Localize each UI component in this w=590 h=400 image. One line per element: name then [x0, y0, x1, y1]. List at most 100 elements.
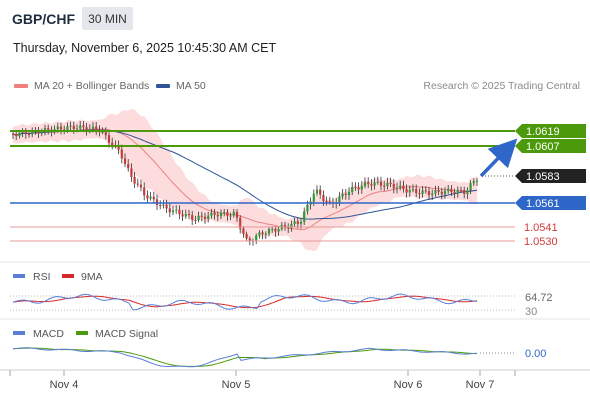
- candle-body: [40, 131, 43, 134]
- s2-label: 1.0530: [524, 236, 558, 248]
- bollinger-band: [13, 109, 477, 252]
- rsi-value-label: 64.72: [525, 292, 553, 304]
- candle-body: [111, 142, 114, 146]
- candle-body: [367, 182, 370, 185]
- candle-body: [306, 204, 309, 212]
- candle-body: [354, 186, 357, 188]
- candle-body: [447, 188, 450, 192]
- pivot-label: 1.0561: [526, 198, 560, 210]
- candle-body: [456, 189, 459, 194]
- candle-body: [373, 182, 376, 186]
- candle-body: [383, 185, 386, 187]
- candle-body: [88, 128, 91, 131]
- candle-body: [360, 186, 363, 190]
- candle-body: [386, 182, 389, 187]
- macd-signal-swatch-icon: [76, 331, 88, 335]
- candle-body: [117, 145, 120, 150]
- last-price-label-box: [515, 169, 586, 183]
- candle-body: [322, 194, 325, 201]
- legend-ma50-label: MA 50: [176, 80, 206, 92]
- candle-body: [130, 168, 133, 178]
- candle-body: [69, 125, 72, 127]
- candle-body: [424, 190, 427, 192]
- candle-body: [341, 193, 344, 197]
- candle-body: [123, 158, 127, 164]
- x-axis-label: Nov 7: [466, 379, 495, 391]
- candle-body: [389, 182, 392, 185]
- timeframe-button[interactable]: 30 MIN: [82, 7, 133, 30]
- candle-body: [472, 181, 475, 184]
- candle-body: [325, 200, 328, 202]
- candle-body: [104, 132, 107, 136]
- candle-body: [344, 193, 347, 196]
- candle-body: [370, 184, 373, 186]
- candle-body: [399, 185, 402, 188]
- rsi-line: [12, 293, 478, 311]
- candle-body: [18, 132, 21, 137]
- candle-body: [463, 190, 466, 194]
- candle-body: [178, 209, 181, 215]
- candle-body: [395, 187, 399, 189]
- rsi-ma-swatch-icon: [62, 274, 74, 278]
- candle-body: [207, 215, 210, 219]
- legend-ma20-label: MA 20 + Bollinger Bands: [34, 80, 150, 92]
- candle-body: [72, 125, 75, 130]
- candle-body: [203, 216, 207, 219]
- x-axis-label: Nov 6: [394, 379, 423, 391]
- candle-body: [223, 212, 226, 214]
- candle-body: [434, 190, 437, 194]
- candle-body: [226, 212, 229, 216]
- candle-body: [319, 189, 322, 195]
- candle-body: [210, 212, 213, 216]
- macd-signal-legend-label: MACD Signal: [95, 328, 158, 340]
- candle-body: [75, 128, 79, 130]
- candle-body: [242, 228, 245, 234]
- candle-body: [79, 125, 82, 129]
- candle-body: [453, 192, 456, 194]
- candle-body: [191, 215, 194, 221]
- candle-body: [85, 127, 88, 131]
- macd-legend-label: MACD: [33, 328, 64, 340]
- candle-body: [165, 204, 168, 209]
- candle-body: [363, 182, 367, 187]
- candle-body: [411, 189, 415, 191]
- candle-body: [139, 184, 143, 188]
- candle-body: [299, 221, 303, 224]
- candle-body: [11, 134, 15, 135]
- candle-body: [235, 211, 239, 218]
- candle-body: [27, 133, 31, 135]
- candle-body: [469, 183, 472, 191]
- candle-body: [427, 191, 431, 196]
- candle-body: [376, 181, 379, 183]
- candle-body: [347, 192, 351, 196]
- x-axis-label: Nov 4: [50, 379, 79, 391]
- rsi-level-30-label: 30: [525, 306, 537, 318]
- candle-body: [245, 233, 248, 239]
- candle-body: [443, 191, 447, 195]
- candle-body: [274, 228, 277, 232]
- r2-label: 1.0619: [526, 126, 560, 138]
- candle-body: [63, 129, 66, 131]
- candle-body: [303, 211, 306, 222]
- candle-body: [431, 193, 434, 196]
- candle-body: [143, 187, 146, 196]
- rsi-swatch-icon: [13, 274, 25, 278]
- candle-body: [56, 126, 59, 130]
- candle-body: [450, 188, 453, 193]
- candle-body: [271, 228, 274, 230]
- candle-body: [47, 128, 50, 130]
- candle-body: [229, 215, 232, 217]
- candle-body: [312, 193, 315, 202]
- candle-body: [379, 181, 383, 186]
- candle-body: [440, 191, 443, 195]
- legend-ma50: MA 50: [156, 80, 206, 92]
- candle-body: [194, 220, 197, 222]
- candle-body: [402, 185, 405, 190]
- candle-body: [466, 190, 469, 194]
- candle-body: [149, 196, 152, 199]
- candle-body: [219, 212, 223, 217]
- candle-body: [293, 221, 296, 224]
- x-axis-label: Nov 5: [222, 379, 251, 391]
- candle-body: [415, 189, 418, 193]
